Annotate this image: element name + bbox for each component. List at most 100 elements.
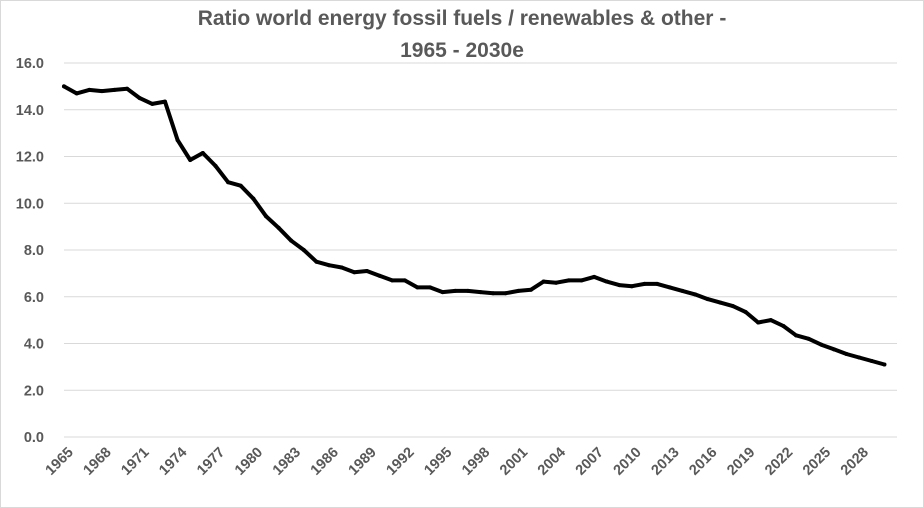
x-tick-label: 2001 xyxy=(497,445,531,479)
data-point-2000 xyxy=(503,291,508,296)
x-tick-label: 1974 xyxy=(156,445,190,479)
data-point-2013 xyxy=(667,285,672,290)
data-point-2001 xyxy=(516,288,521,293)
y-tick-label: 10.0 xyxy=(16,196,44,212)
data-point-2006 xyxy=(579,278,584,283)
data-point-2002 xyxy=(528,287,533,292)
x-tick-label: 2016 xyxy=(686,445,720,479)
data-point-1997 xyxy=(465,288,470,293)
x-tick-label: 2028 xyxy=(838,445,872,479)
x-axis-ticks: 1965 1968 1971 1974 1977 1980 1983 1986 1989 1992… xyxy=(43,445,872,479)
data-point-2003 xyxy=(541,279,546,284)
data-point-2011 xyxy=(642,281,647,286)
x-tick-label: 2025 xyxy=(800,445,834,479)
data-point-1986 xyxy=(327,263,332,268)
y-tick-label: 12.0 xyxy=(16,150,44,166)
data-point-1983 xyxy=(289,238,294,243)
data-point-2026 xyxy=(831,347,836,352)
data-point-1965 xyxy=(62,84,66,89)
x-tick-label: 2019 xyxy=(724,445,758,479)
data-point-2021 xyxy=(768,318,773,323)
data-point-2012 xyxy=(655,281,660,286)
data-point-1978 xyxy=(226,180,231,185)
data-point-2030 xyxy=(882,362,887,367)
data-point-1981 xyxy=(263,214,268,219)
data-point-2016 xyxy=(705,297,710,302)
data-point-1988 xyxy=(352,270,357,275)
data-point-2020 xyxy=(756,320,761,325)
data-point-1979 xyxy=(238,183,243,188)
y-axis-ticks: 0.0 2.0 4.0 6.0 8.0 10.0 12.0 14.0 16.0 xyxy=(16,56,44,446)
data-point-2005 xyxy=(566,278,571,283)
data-point-1994 xyxy=(428,285,433,290)
x-tick-label: 2010 xyxy=(611,445,645,479)
data-point-2010 xyxy=(629,284,634,289)
x-tick-label: 1995 xyxy=(421,445,455,479)
x-tick-label: 1992 xyxy=(383,445,417,479)
data-point-2028 xyxy=(857,355,862,360)
data-point-1967 xyxy=(87,87,92,92)
data-point-2015 xyxy=(693,292,698,297)
x-tick-label: 2004 xyxy=(535,445,569,479)
data-point-2027 xyxy=(844,352,849,357)
data-point-1974 xyxy=(175,138,180,143)
data-point-1991 xyxy=(390,278,395,283)
x-tick-label: 1968 xyxy=(81,445,115,479)
data-point-2023 xyxy=(794,333,799,338)
data-point-1976 xyxy=(200,150,205,155)
x-tick-label: 1989 xyxy=(346,445,380,479)
x-tick-label: 1965 xyxy=(43,445,77,479)
data-point-2009 xyxy=(617,283,622,288)
data-point-1993 xyxy=(415,285,420,290)
data-point-1971 xyxy=(137,96,142,101)
data-point-1972 xyxy=(150,101,155,106)
data-point-1980 xyxy=(251,196,256,201)
x-tick-label: 2022 xyxy=(762,445,796,479)
y-tick-label: 2.0 xyxy=(24,383,44,399)
data-point-2024 xyxy=(806,336,811,341)
data-point-2004 xyxy=(554,280,559,285)
data-point-2008 xyxy=(604,279,609,284)
x-tick-label: 2007 xyxy=(573,445,607,479)
data-point-1985 xyxy=(314,259,319,264)
data-point-1999 xyxy=(491,291,496,296)
chart-title-line-1: Ratio world energy fossil fuels / renewa… xyxy=(198,7,727,30)
data-point-1969 xyxy=(112,87,117,92)
data-point-1989 xyxy=(364,269,369,274)
y-tick-label: 16.0 xyxy=(16,56,44,72)
data-point-1992 xyxy=(402,278,407,283)
data-point-1995 xyxy=(440,290,445,295)
x-tick-label: 1980 xyxy=(232,445,266,479)
data-point-1982 xyxy=(276,225,281,230)
y-tick-label: 6.0 xyxy=(24,290,44,306)
data-point-2007 xyxy=(592,274,597,279)
x-tick-label: 1971 xyxy=(118,445,152,479)
data-point-1973 xyxy=(162,99,167,104)
gridlines xyxy=(64,62,897,438)
x-tick-label: 1977 xyxy=(194,445,228,479)
data-point-1987 xyxy=(339,265,344,270)
y-tick-label: 4.0 xyxy=(24,337,44,353)
x-tick-label: 1983 xyxy=(270,445,304,479)
data-point-1975 xyxy=(188,158,193,163)
data-point-2014 xyxy=(680,288,685,293)
x-tick-label: 2013 xyxy=(649,445,683,479)
series-layer xyxy=(62,84,887,367)
series-line-0 xyxy=(62,84,887,367)
data-point-2019 xyxy=(743,309,748,314)
data-point-1968 xyxy=(99,89,104,94)
data-point-1990 xyxy=(377,273,382,278)
data-point-2029 xyxy=(869,359,874,364)
y-tick-label: 0.0 xyxy=(24,430,44,446)
y-tick-label: 14.0 xyxy=(16,103,44,119)
data-point-1998 xyxy=(478,290,483,295)
data-point-2025 xyxy=(819,342,824,347)
data-point-1977 xyxy=(213,163,218,168)
chart-title-line-2: 1965 - 2030e xyxy=(400,39,524,62)
y-tick-label: 8.0 xyxy=(24,243,44,259)
x-tick-label: 1986 xyxy=(308,445,342,479)
data-point-1966 xyxy=(74,91,79,96)
data-point-2018 xyxy=(730,304,735,309)
